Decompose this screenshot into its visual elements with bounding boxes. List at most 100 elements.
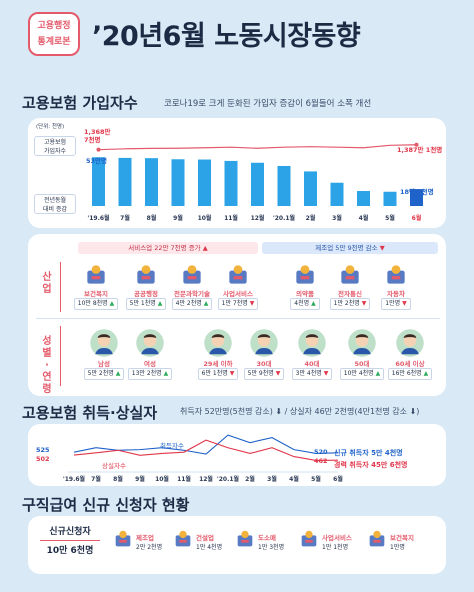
month-tick-label: '19.6월 [87, 214, 110, 222]
item-label: 사업서비스 [223, 290, 253, 298]
loser-series-label: 상실자수 [102, 462, 126, 470]
month-tick-label: 11월 [224, 214, 238, 222]
item-value: 4만 2천명 ▲ [165, 298, 219, 310]
up-arrow-icon: ▲ [161, 370, 169, 377]
breakdown-item: 보건복지 10만 8천명 ▲ [69, 262, 123, 310]
start-loser-label: 502 [36, 455, 50, 463]
subscriber-change-bar [251, 162, 264, 206]
down-arrow-icon: ▼ [321, 370, 329, 377]
end-acquirer-label: 520 [314, 448, 328, 456]
jobseeker-value: 2만 2천명 [136, 543, 163, 551]
service-header: 서비스업 22만 7천명 증가 ▲ [78, 242, 258, 254]
jobseeker-text: 사업서비스 1만 1천명 [322, 532, 352, 551]
subscriber-line [98, 144, 417, 151]
item-label: 의약품 [296, 290, 314, 298]
jobseeker-label: 제조업 [136, 533, 154, 542]
flows-month-tick-label: '19.6월 [63, 475, 86, 483]
item-value-text: 4천명 ▲ [290, 298, 320, 310]
age-50s-icon [335, 328, 389, 358]
item-value: 1만 2천명 ▼ [323, 298, 377, 310]
jobseeker-value: 1만명 [390, 543, 405, 551]
item-label: 남성 [98, 360, 110, 368]
item-value: 5만 2천명 ▲ [77, 368, 131, 380]
subscriber-change-bar [92, 157, 105, 206]
page-title: ’20년6월 노동시장동향 [92, 21, 361, 52]
unit-label: (단위: 천명) [36, 124, 65, 130]
jobseeker-label: 보건복지 [390, 533, 414, 542]
up-arrow-icon: ▲ [113, 370, 121, 377]
breakdown-item: 29세 이하 6만 1천명 ▼ [191, 328, 245, 380]
breakdown-item: 사업서비스 1만 7천명 ▼ [211, 262, 265, 310]
jobseeker-item: 보건복지 1만명 [366, 528, 428, 554]
up-arrow-icon: ▲ [202, 244, 208, 252]
flows-month-tick-label: 4월 [289, 475, 299, 483]
loser-legend: 경력 취득자 45만 6천명 [334, 461, 408, 469]
up-arrow-icon: ▲ [421, 370, 429, 377]
breakdown-item: 40대 3만 4천명 ▼ [285, 328, 339, 380]
item-value-text: 4만 2천명 ▲ [171, 298, 213, 310]
demographics-divider [60, 326, 61, 386]
item-value: 5만 1천명 ▲ [119, 298, 173, 310]
age-30s-icon [237, 328, 291, 358]
item-label: 공공행정 [134, 290, 158, 298]
breakdown-item: 의약품 4천명 ▲ [278, 262, 332, 310]
subscriber-change-bar [224, 160, 238, 206]
breakdown-item: 남성 5만 2천명 ▲ [77, 328, 131, 380]
item-value: 10만 8천명 ▲ [69, 298, 123, 310]
flows-month-tick-label: 11월 [177, 475, 191, 483]
construction-icon [172, 528, 194, 554]
item-label: 자동차 [387, 290, 405, 298]
item-value: 6만 1천명 ▼ [191, 368, 245, 380]
flows-month-tick-label: 2월 [245, 475, 255, 483]
subscriber-change-bar [277, 165, 291, 206]
item-label: 29세 이하 [203, 360, 233, 368]
car-icon [369, 262, 423, 288]
subscriber-line-point [414, 142, 419, 147]
jobseeker-item: 건설업 1만 4천명 [172, 528, 234, 554]
business-service-icon [211, 262, 265, 288]
item-value: 16만 6천명 ▲ [383, 368, 437, 380]
flows-month-tick-label: 12월 [199, 475, 213, 483]
flows-month-tick-label: 8월 [113, 475, 123, 483]
legend-change: 전년동월 대비 증감 [34, 194, 76, 214]
month-tick-label: 4월 [359, 214, 369, 222]
item-label: 보건복지 [84, 290, 108, 298]
down-arrow-icon: ▼ [273, 370, 281, 377]
loser-line [73, 439, 339, 461]
manufacturing-header: 제조업 5만 9천명 감소 ▼ [262, 242, 438, 254]
jobseekers-total-label: 신규신청자 [49, 527, 91, 537]
insurance-subtitle: 코로나19로 크게 둔화된 가입자 증감이 6월들어 소폭 개선 [164, 99, 372, 109]
flows-month-tick-label: 9월 [135, 475, 145, 483]
badge-line-1: 고용행정 [37, 21, 71, 31]
subscriber-line-point [96, 147, 101, 152]
item-value-text: 16만 6천명 ▲ [387, 368, 433, 380]
down-arrow-icon: ▼ [400, 300, 407, 307]
item-value-text: 1만 7천명 ▼ [217, 298, 259, 310]
factory-icon [112, 528, 134, 554]
item-value: 13만 2천명 ▲ [123, 368, 177, 380]
jobseekers-total-value: 10만 6천명 [40, 540, 100, 556]
jobseeker-item: 제조업 2만 2천명 [112, 528, 174, 554]
jobseeker-label: 도소매 [258, 533, 276, 542]
science-icon [165, 262, 219, 288]
down-arrow-icon: ▼ [227, 370, 235, 377]
retail-icon [234, 528, 256, 554]
month-tick-label: 2월 [306, 214, 316, 222]
up-arrow-icon: ▲ [155, 300, 163, 307]
demographics-vertical-label: 성 별 · 연 령 [42, 336, 52, 395]
item-value: 1만명 ▼ [369, 298, 423, 310]
month-tick-label: 6월 [412, 214, 422, 222]
item-value-text: 3만 4천명 ▼ [291, 368, 333, 380]
male-icon [77, 328, 131, 358]
public-admin-icon [119, 262, 173, 288]
electronics-icon [323, 262, 377, 288]
subscriber-change-bar [304, 171, 317, 206]
item-value-text: 1만명 ▼ [381, 298, 411, 310]
up-arrow-icon: ▲ [309, 300, 316, 307]
breakdown-item: 50대 10만 4천명 ▲ [335, 328, 389, 380]
month-tick-label: 8월 [147, 214, 157, 222]
jobseeker-value: 1만 1천명 [322, 543, 349, 551]
flows-month-tick-label: 7월 [91, 475, 101, 483]
jobseeker-value: 1만 4천명 [196, 543, 223, 551]
